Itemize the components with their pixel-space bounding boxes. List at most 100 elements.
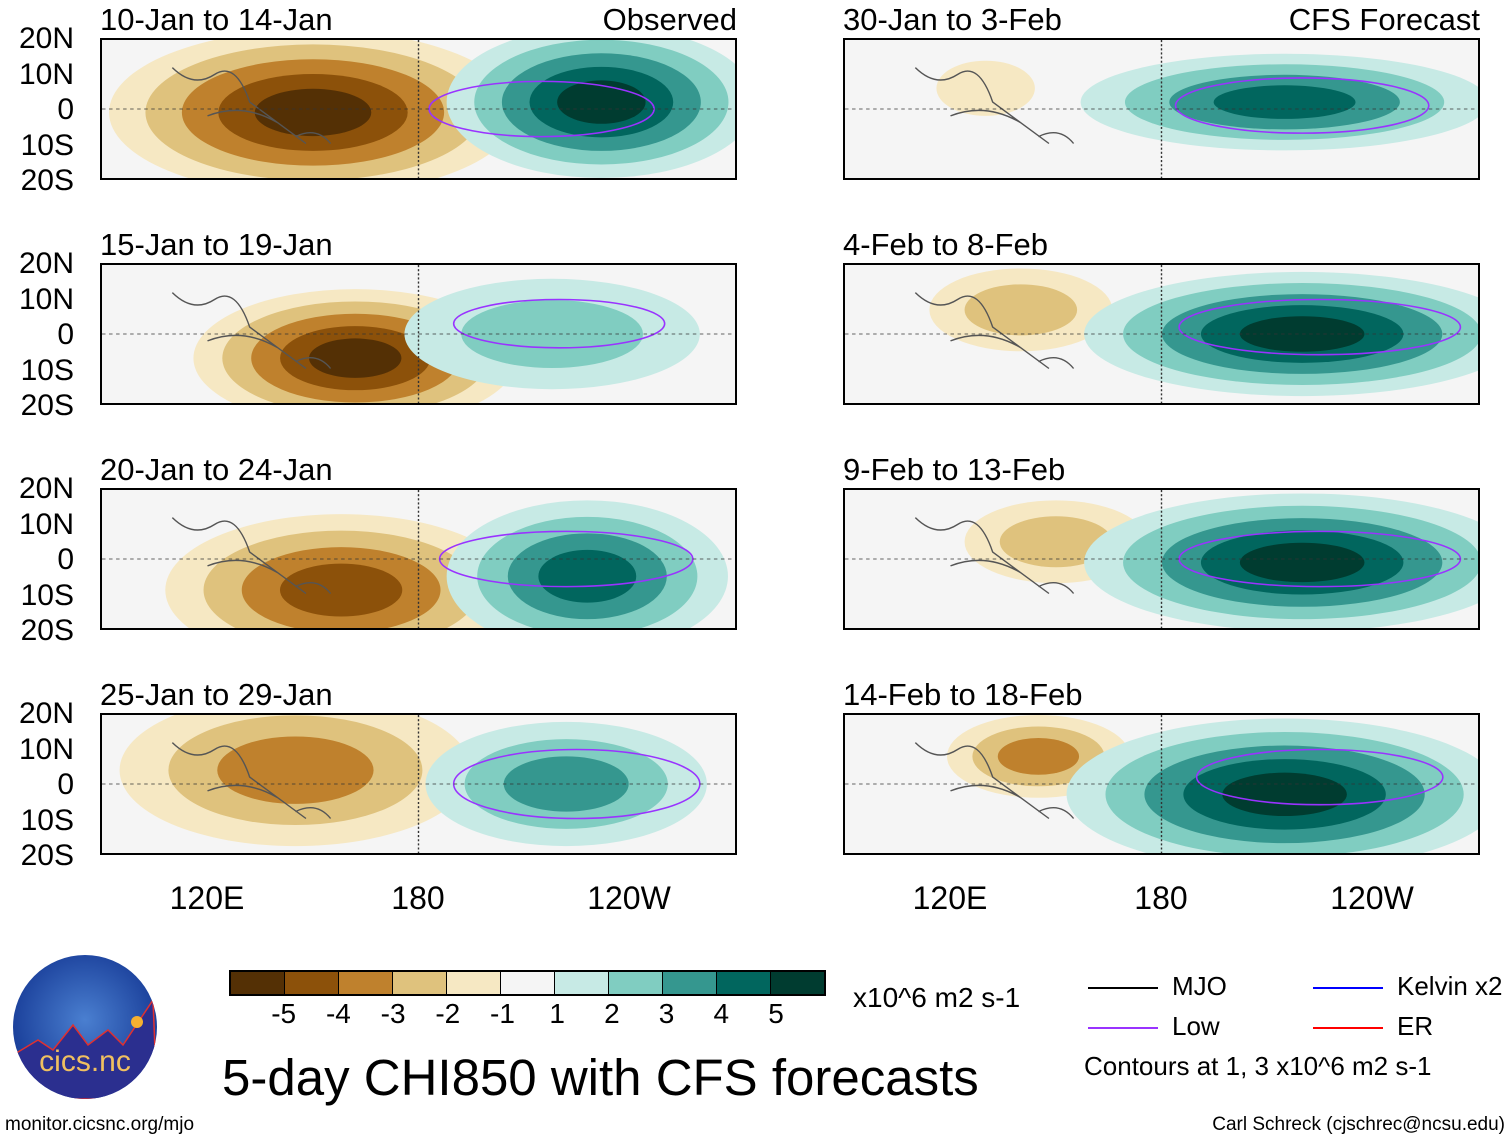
- coastline: [171, 292, 332, 370]
- y-tick-label: 10S: [20, 578, 74, 612]
- panel-title: 20-Jan to 24-Jan: [100, 452, 333, 487]
- anomaly-field: [102, 490, 735, 628]
- y-tick-label: 20S: [20, 839, 74, 872]
- colorbar-label: -1: [490, 998, 515, 1029]
- coastline: [171, 742, 332, 820]
- colorbar-swatch: [717, 972, 771, 994]
- y-tick-label: 0: [57, 543, 74, 576]
- observed-label: Observed: [602, 2, 737, 37]
- y-tick-label: 10N: [18, 282, 74, 316]
- x-tick-label: 120W: [587, 880, 671, 916]
- colorbar-label: 1: [549, 998, 565, 1029]
- cics-logo: cics.nc: [13, 955, 157, 1099]
- x-tick-label: 120E: [912, 880, 988, 916]
- low-frequency-contour: [1178, 298, 1462, 356]
- anomaly-field: [845, 490, 1478, 628]
- legend-line-kelvin-x2: [1313, 987, 1383, 989]
- anomaly-contour-fill: [936, 60, 1035, 116]
- y-tick-label: 10N: [18, 57, 74, 91]
- anomaly-contour-fill: [997, 738, 1080, 775]
- y-tick-label: 0: [57, 768, 74, 801]
- y-tick-label: 10S: [20, 353, 74, 387]
- map-panel: [843, 263, 1480, 405]
- anomaly-contour-fill: [308, 338, 402, 378]
- anomaly-field: [102, 715, 735, 853]
- panel-title: 9-Feb to 13-Feb: [843, 452, 1066, 487]
- colorbar-swatch: [285, 972, 339, 994]
- author-credit: Carl Schreck (cjschrec@ncsu.edu): [1212, 1114, 1505, 1135]
- anomaly-field: [845, 715, 1478, 853]
- y-tick-label: 0: [57, 93, 74, 126]
- colorbar: [229, 970, 826, 996]
- contour-note: Contours at 1, 3 x10^6 m2 s-1: [1084, 1051, 1432, 1081]
- anomaly-contour-fill: [999, 516, 1113, 568]
- anomaly-contour-fill: [254, 88, 372, 137]
- colorbar-swatch: [339, 972, 393, 994]
- legend-line-low: [1088, 1027, 1158, 1029]
- coastline: [171, 517, 332, 595]
- legend-label: Kelvin x2: [1397, 971, 1503, 1001]
- map-panel: [100, 713, 737, 855]
- colorbar-label: 4: [713, 998, 730, 1029]
- map-panel: [100, 263, 737, 405]
- colorbar-label: 3: [658, 998, 675, 1029]
- coastline: [914, 67, 1075, 145]
- colorbar-label: -2: [435, 998, 461, 1029]
- anomaly-contour-fill: [217, 736, 374, 804]
- legend-line-mjo: [1088, 987, 1158, 989]
- forecast-label: CFS Forecast: [1288, 2, 1480, 37]
- y-tick-label: 10S: [20, 128, 74, 162]
- source-url[interactable]: monitor.cicsnc.org/mjo: [5, 1114, 195, 1135]
- x-tick-label: 180: [1134, 880, 1188, 916]
- y-tick-label: 10N: [18, 732, 74, 766]
- anomaly-contour-fill: [1222, 772, 1347, 817]
- x-tick-label: 120W: [1330, 880, 1414, 916]
- y-tick-label: 20N: [18, 697, 74, 730]
- y-tick-label: 20N: [18, 22, 74, 55]
- colorbar-swatch: [609, 972, 663, 994]
- y-tick-label: 20N: [18, 472, 74, 505]
- legend-label: ER: [1397, 1011, 1434, 1041]
- anomaly-field: [102, 265, 735, 403]
- colorbar-label: -4: [325, 998, 351, 1029]
- colorbar-label: 5: [768, 998, 784, 1029]
- colorbar-label: -5: [271, 998, 297, 1029]
- anomaly-field: [102, 40, 735, 178]
- anomaly-contour-fill: [1239, 542, 1365, 583]
- y-tick-label: 20S: [20, 389, 74, 422]
- map-panel: [843, 713, 1480, 855]
- colorbar-label: -3: [380, 998, 406, 1029]
- colorbar-swatch: [771, 972, 824, 994]
- map-panel: [100, 488, 737, 630]
- anomaly-field: [845, 40, 1478, 178]
- figure-title: 5-day CHI850 with CFS forecasts: [222, 1049, 979, 1106]
- anomaly-field: [845, 265, 1478, 403]
- coastline: [914, 742, 1075, 820]
- low-frequency-contour: [1174, 77, 1430, 134]
- coastline: [171, 67, 332, 145]
- coastline: [914, 517, 1075, 595]
- panel-title: 14-Feb to 18-Feb: [843, 677, 1083, 712]
- map-panel: [100, 38, 737, 180]
- colorbar-swatch: [663, 972, 717, 994]
- coastline: [914, 292, 1075, 370]
- anomaly-contour-fill: [964, 284, 1078, 336]
- x-tick-label: 180: [391, 880, 445, 916]
- map-panel: [843, 38, 1480, 180]
- map-panel: [843, 488, 1480, 630]
- colorbar-swatch: [447, 972, 501, 994]
- logo-text: cics.nc: [39, 1045, 131, 1078]
- y-tick-label: 20N: [18, 247, 74, 280]
- legend-label: Low: [1172, 1011, 1220, 1041]
- colorbar-swatch: [231, 972, 285, 994]
- x-tick-label: 120E: [169, 880, 245, 916]
- colorbar-swatch: [555, 972, 609, 994]
- y-tick-label: 20S: [20, 164, 74, 197]
- anomaly-contour-fill: [279, 563, 403, 617]
- colorbar-units: x10^6 m2 s-1: [853, 982, 1021, 1013]
- legend-label: MJO: [1172, 971, 1227, 1001]
- panel-title: 15-Jan to 19-Jan: [100, 227, 333, 262]
- legend-line-er: [1313, 1027, 1383, 1029]
- anomaly-contour-fill: [557, 80, 646, 124]
